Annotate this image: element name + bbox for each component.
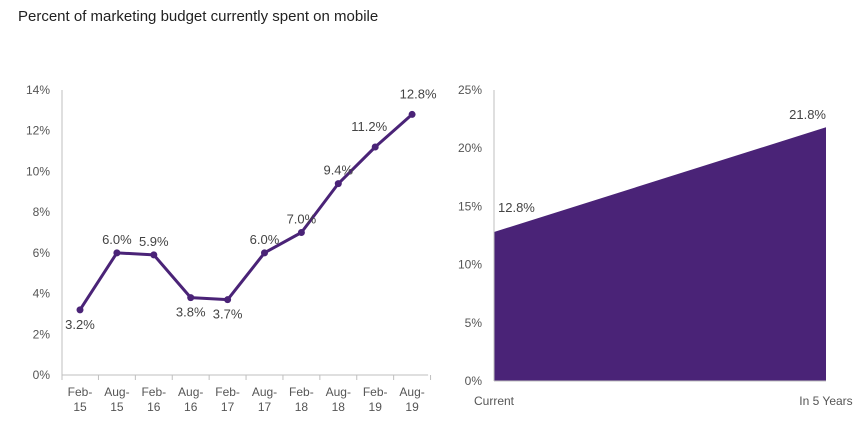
area-y-tick-label: 0% [465, 374, 483, 388]
line-point [261, 249, 268, 257]
area-series [494, 127, 826, 381]
line-data-label: 11.2% [351, 119, 387, 134]
line-point [334, 180, 342, 188]
line-data-label: 3.7% [213, 307, 243, 322]
line-x-tick-line-1: Aug- [104, 385, 129, 399]
area-chart: 0% 5% 10% 15% 20% 25% Current In 5 Years 12.8% 21… [458, 83, 853, 408]
line-point [408, 110, 416, 118]
area-y-tick-label: 20% [458, 141, 482, 155]
line-x-tick-line-1: Feb- [141, 385, 166, 399]
line-x-tick-label: Feb-16 [141, 385, 166, 414]
line-point [150, 251, 158, 259]
area-y-tick-label: 25% [458, 83, 482, 97]
line-x-tick-line-2: 18 [295, 400, 309, 414]
area-data-label: 21.8% [789, 107, 826, 122]
line-data-label: 3.8% [176, 305, 206, 320]
line-point [187, 294, 195, 302]
line-chart: 0%2%4%6%8%10%12%14%Feb-15Aug-15Feb-16Aug… [26, 83, 437, 414]
line-data-label: 7.0% [287, 212, 317, 227]
line-x-tick-label: Aug-18 [326, 385, 351, 414]
chart-title: Percent of marketing budget currently sp… [18, 8, 379, 25]
line-x-tick-line-2: 18 [332, 400, 346, 414]
line-y-tick-label: 14% [26, 83, 50, 97]
line-x-tick-label: Aug-15 [104, 385, 129, 414]
line-x-tick-line-2: 17 [258, 400, 272, 414]
line-data-label: 6.0% [250, 232, 280, 247]
line-y-tick-label: 6% [33, 246, 51, 260]
line-x-tick-label: Feb-19 [363, 385, 388, 414]
line-x-tick-label: Feb-18 [289, 385, 314, 414]
area-y-tick-label: 15% [458, 199, 482, 213]
line-x-tick-line-1: Aug- [326, 385, 351, 399]
line-x-tick-line-1: Feb- [68, 385, 93, 399]
area-data-label: 12.8% [498, 200, 535, 215]
area-y-tick-label: 5% [465, 316, 483, 330]
line-data-label: 6.0% [102, 232, 132, 247]
line-x-tick-line-1: Aug- [252, 385, 277, 399]
line-x-tick-line-2: 15 [73, 400, 87, 414]
line-x-tick-line-1: Aug- [178, 385, 203, 399]
line-x-tick-line-1: Feb- [289, 385, 314, 399]
area-x-tick-label: In 5 Years [799, 394, 852, 408]
line-data-label: 9.4% [323, 163, 353, 178]
line-x-tick-line-2: 15 [110, 400, 124, 414]
line-point [76, 306, 84, 314]
line-data-label: 12.8% [400, 86, 437, 101]
line-y-tick-label: 10% [26, 164, 50, 178]
line-x-tick-line-2: 16 [147, 400, 161, 414]
area-x-tick-label: Current [474, 394, 515, 408]
line-x-tick-line-2: 16 [184, 400, 198, 414]
line-y-tick-label: 12% [26, 124, 50, 138]
line-x-tick-line-1: Aug- [399, 385, 424, 399]
line-x-tick-line-2: 19 [405, 400, 419, 414]
line-x-tick-label: Feb-15 [68, 385, 93, 414]
line-x-tick-line-2: 17 [221, 400, 235, 414]
line-x-tick-label: Feb-17 [215, 385, 240, 414]
line-y-tick-label: 8% [33, 205, 51, 219]
line-point [224, 296, 232, 304]
line-x-tick-line-2: 19 [369, 400, 383, 414]
line-point [297, 229, 305, 236]
line-x-tick-label: Aug-19 [399, 385, 424, 414]
line-x-tick-label: Aug-16 [178, 385, 203, 414]
line-data-label: 5.9% [139, 234, 169, 249]
line-x-tick-label: Aug-17 [252, 385, 277, 414]
line-x-tick-line-1: Feb- [363, 385, 388, 399]
line-point [371, 143, 379, 151]
line-y-tick-label: 0% [33, 368, 51, 382]
line-y-tick-label: 4% [33, 287, 51, 301]
line-series [78, 113, 414, 311]
line-data-label: 3.2% [65, 317, 95, 332]
line-x-tick-line-1: Feb- [215, 385, 240, 399]
line-y-tick-label: 2% [33, 327, 51, 341]
line-point [113, 249, 121, 257]
area-y-tick-label: 10% [458, 258, 482, 272]
